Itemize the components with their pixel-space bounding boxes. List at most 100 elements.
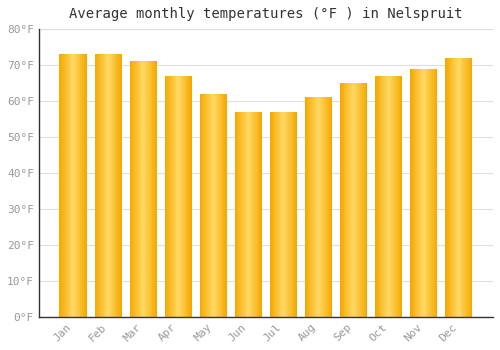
Bar: [171, 76, 172, 317]
Bar: [261, 112, 262, 317]
Bar: [434, 69, 436, 317]
Bar: [215, 94, 216, 317]
Bar: [222, 94, 224, 317]
Bar: [214, 94, 215, 317]
Bar: [121, 54, 122, 317]
Bar: [430, 69, 431, 317]
Bar: [410, 69, 411, 317]
Bar: [470, 58, 472, 317]
Bar: [191, 76, 192, 317]
Bar: [82, 54, 83, 317]
Bar: [420, 69, 421, 317]
Bar: [457, 58, 458, 317]
Bar: [296, 112, 297, 317]
Bar: [350, 83, 351, 317]
Bar: [164, 76, 166, 317]
Bar: [382, 76, 383, 317]
Bar: [366, 83, 367, 317]
Bar: [110, 54, 111, 317]
Bar: [94, 54, 96, 317]
Bar: [152, 62, 154, 317]
Bar: [446, 58, 447, 317]
Bar: [419, 69, 420, 317]
Bar: [135, 62, 136, 317]
Bar: [306, 97, 308, 317]
Bar: [330, 97, 332, 317]
Bar: [400, 76, 402, 317]
Bar: [362, 83, 364, 317]
Bar: [422, 69, 423, 317]
Bar: [432, 69, 433, 317]
Bar: [238, 112, 240, 317]
Bar: [241, 112, 242, 317]
Bar: [384, 76, 385, 317]
Bar: [313, 97, 314, 317]
Bar: [174, 76, 176, 317]
Bar: [188, 76, 189, 317]
Bar: [288, 112, 289, 317]
Bar: [418, 69, 419, 317]
Bar: [364, 83, 366, 317]
Bar: [292, 112, 294, 317]
Bar: [316, 97, 318, 317]
Bar: [260, 112, 261, 317]
Bar: [99, 54, 100, 317]
Bar: [140, 62, 141, 317]
Bar: [312, 97, 313, 317]
Bar: [114, 54, 116, 317]
Bar: [200, 94, 202, 317]
Bar: [179, 76, 180, 317]
Bar: [279, 112, 280, 317]
Bar: [173, 76, 174, 317]
Bar: [251, 112, 252, 317]
Bar: [178, 76, 179, 317]
Bar: [324, 97, 325, 317]
Bar: [454, 58, 455, 317]
Bar: [429, 69, 430, 317]
Bar: [218, 94, 219, 317]
Bar: [455, 58, 456, 317]
Bar: [378, 76, 380, 317]
Bar: [148, 62, 150, 317]
Bar: [155, 62, 156, 317]
Bar: [361, 83, 362, 317]
Bar: [447, 58, 448, 317]
Bar: [328, 97, 330, 317]
Bar: [448, 58, 450, 317]
Bar: [100, 54, 101, 317]
Bar: [376, 76, 377, 317]
Bar: [166, 76, 168, 317]
Bar: [323, 97, 324, 317]
Bar: [466, 58, 467, 317]
Bar: [280, 112, 281, 317]
Bar: [132, 62, 133, 317]
Bar: [256, 112, 258, 317]
Bar: [147, 62, 148, 317]
Bar: [290, 112, 292, 317]
Bar: [386, 76, 387, 317]
Bar: [66, 54, 68, 317]
Bar: [250, 112, 251, 317]
Bar: [180, 76, 181, 317]
Bar: [169, 76, 170, 317]
Bar: [426, 69, 428, 317]
Bar: [182, 76, 183, 317]
Bar: [119, 54, 120, 317]
Bar: [209, 94, 210, 317]
Bar: [189, 76, 190, 317]
Bar: [224, 94, 225, 317]
Bar: [325, 97, 326, 317]
Bar: [347, 83, 348, 317]
Bar: [101, 54, 102, 317]
Bar: [252, 112, 253, 317]
Bar: [130, 62, 132, 317]
Bar: [210, 94, 212, 317]
Bar: [216, 94, 217, 317]
Bar: [137, 62, 138, 317]
Bar: [308, 97, 310, 317]
Bar: [380, 76, 382, 317]
Bar: [246, 112, 248, 317]
Bar: [150, 62, 152, 317]
Bar: [133, 62, 134, 317]
Bar: [359, 83, 360, 317]
